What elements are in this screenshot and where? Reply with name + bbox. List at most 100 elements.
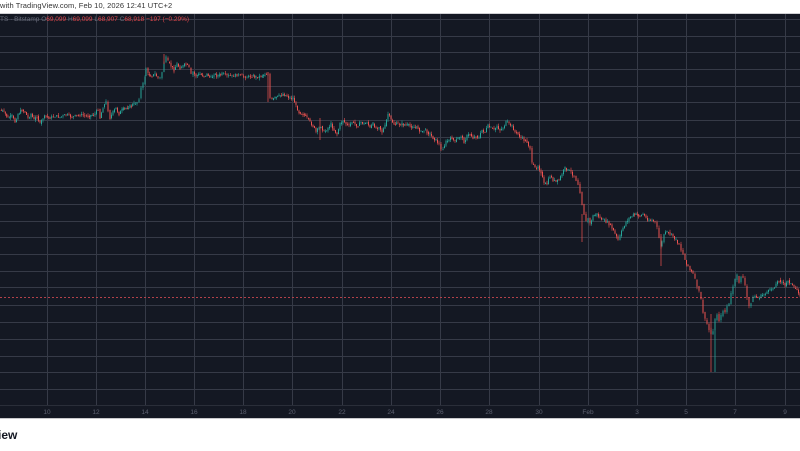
candle-body	[262, 76, 263, 77]
candle-body	[272, 98, 273, 99]
candle-body	[780, 280, 781, 282]
candle-body	[169, 62, 170, 63]
candle-body	[569, 170, 570, 171]
candle-body	[638, 214, 639, 216]
candle-body	[456, 139, 457, 142]
candle-body	[422, 131, 423, 132]
candle-body	[612, 225, 613, 229]
candle-body	[126, 108, 127, 109]
candle-body	[782, 282, 783, 283]
candle-body	[616, 234, 617, 236]
candle-body	[89, 116, 90, 117]
candle-body	[774, 288, 775, 289]
candle-body	[46, 116, 47, 117]
candle-body	[664, 234, 665, 242]
candle-body	[373, 123, 374, 126]
candle-body	[593, 215, 594, 220]
candle-body	[60, 117, 61, 118]
candle-body	[705, 312, 706, 319]
candle-body	[123, 108, 124, 110]
candle-body	[135, 104, 136, 105]
candle-body	[181, 68, 182, 69]
candle-body	[55, 117, 56, 118]
candle-body	[216, 74, 217, 77]
candle-body	[441, 144, 442, 149]
candle-body	[198, 74, 199, 75]
candle-body	[10, 115, 11, 117]
candle-body	[758, 297, 759, 298]
candle-body	[189, 65, 190, 67]
candle-body	[643, 214, 644, 215]
candle-body	[205, 76, 206, 77]
candle-body	[421, 131, 422, 132]
candle-body	[541, 170, 542, 173]
candle-body	[93, 115, 94, 116]
candle-body	[414, 127, 415, 128]
candle-body	[43, 119, 44, 120]
candle-body	[22, 110, 23, 111]
candle-body	[509, 122, 510, 123]
candle-body	[247, 78, 248, 79]
candle-body	[253, 75, 254, 76]
candle-body	[510, 124, 511, 126]
candle-body	[507, 122, 508, 123]
candle-body	[343, 121, 344, 123]
candle-body	[155, 74, 156, 75]
candle-body	[281, 95, 282, 96]
candle-body	[533, 164, 534, 165]
candle-body	[139, 99, 140, 102]
candle-body	[18, 114, 19, 119]
candle-body	[792, 284, 793, 285]
candle-body	[576, 176, 577, 181]
candle-body	[630, 217, 631, 218]
candle-body	[34, 117, 35, 119]
candle-body	[145, 77, 146, 84]
candle-body	[197, 75, 198, 76]
candle-body	[411, 126, 412, 128]
candle-body	[762, 295, 763, 296]
candle-body	[679, 243, 680, 244]
candle-body	[171, 63, 172, 67]
candle-body	[73, 116, 74, 117]
candle-body	[749, 298, 750, 306]
candle-body	[553, 177, 554, 181]
candle-body	[572, 172, 573, 176]
candle-body	[67, 114, 68, 115]
candle-body	[731, 293, 732, 304]
candle-body	[314, 126, 315, 128]
candle-body	[214, 75, 215, 76]
candle-body	[524, 138, 525, 141]
candle-body	[305, 115, 306, 116]
candle-body	[416, 126, 417, 127]
candle-body	[662, 241, 663, 246]
candle-body	[403, 124, 404, 125]
candle-body	[607, 222, 608, 223]
candle-body	[396, 123, 397, 125]
candle-body	[399, 124, 400, 125]
candle-body	[488, 125, 489, 129]
candle-body	[86, 116, 87, 117]
x-tick-label: 16	[190, 409, 197, 416]
candle-body	[367, 123, 368, 124]
candle-body	[353, 122, 354, 123]
candle-body	[394, 123, 395, 125]
candle-body	[187, 64, 188, 65]
candle-body	[223, 73, 224, 74]
candle-body	[773, 288, 774, 289]
candle-body	[503, 129, 504, 130]
candle-body	[545, 183, 546, 184]
candle-body	[498, 126, 499, 129]
candle-body	[334, 128, 335, 130]
candle-body	[482, 130, 483, 133]
candle-body	[646, 216, 647, 218]
price-chart[interactable]	[0, 14, 800, 405]
candle-body	[376, 127, 377, 128]
candle-body	[114, 109, 115, 112]
candle-body	[388, 114, 389, 120]
candle-body	[464, 138, 465, 144]
candle-body	[166, 57, 167, 63]
chart-panel[interactable]: TS · Bitstamp O69,099 H69,099 L68,907 C6…	[0, 14, 800, 418]
candle-body	[143, 83, 144, 88]
candle-body	[626, 222, 627, 226]
